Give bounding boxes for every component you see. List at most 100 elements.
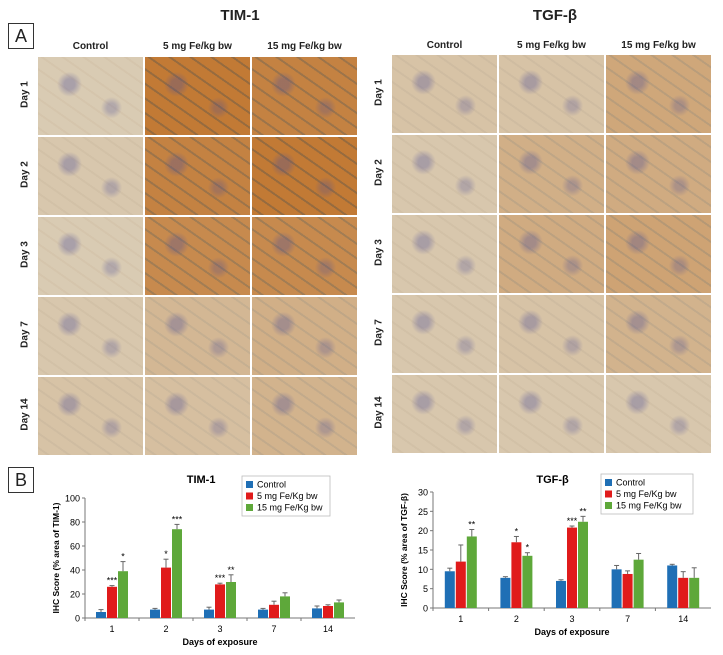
- y-tick-label: 80: [70, 518, 80, 528]
- bar: [466, 536, 477, 608]
- micrograph-tile: [37, 216, 144, 296]
- row-header: Day 3: [19, 241, 31, 268]
- legend-swatch: [605, 502, 612, 509]
- column-header: 15 mg Fe/kg bw: [621, 40, 696, 51]
- micrograph-tile: [144, 56, 251, 136]
- bar: [226, 582, 236, 618]
- significance-label: *: [515, 526, 519, 536]
- bar: [633, 559, 644, 608]
- x-tick-label: 7: [625, 614, 630, 624]
- micrograph-tile: [251, 376, 358, 456]
- significance-label: *: [164, 549, 168, 559]
- micrograph-tile: [605, 294, 712, 374]
- x-tick-label: 7: [271, 624, 276, 634]
- y-tick-label: 15: [418, 546, 428, 556]
- bar: [622, 573, 633, 608]
- column-header: 5 mg Fe/kg bw: [517, 40, 586, 51]
- chart-title: TIM-1: [187, 474, 216, 486]
- bar: [280, 596, 290, 618]
- micrograph-tile: [37, 136, 144, 216]
- bar: [172, 529, 182, 618]
- bar: [444, 571, 455, 608]
- micrograph-tile: [391, 294, 498, 374]
- micrograph-tile: [605, 214, 712, 294]
- y-tick-label: 0: [423, 604, 428, 614]
- bar: [161, 567, 171, 618]
- bar: [204, 609, 214, 618]
- significance-label: ***: [567, 516, 578, 526]
- legend-label: 15 mg Fe/Kg bw: [616, 501, 682, 511]
- legend-label: 5 mg Fe/Kg bw: [257, 491, 318, 501]
- row-header: Day 1: [19, 81, 31, 108]
- micrograph-tile: [144, 376, 251, 456]
- bar: [118, 571, 128, 618]
- micrograph-tile: [251, 216, 358, 296]
- x-tick-label: 14: [678, 614, 688, 624]
- row-header: Day 2: [19, 161, 31, 188]
- y-tick-label: 30: [418, 488, 428, 498]
- micrograph-tile: [251, 136, 358, 216]
- column-header: Control: [426, 40, 463, 51]
- bar: [150, 609, 160, 618]
- tim1-bar-chart: TIM-1 0 20 40 60 80 100 IHC Score (% area of TI…: [51, 474, 355, 647]
- column-header: Control: [72, 41, 109, 52]
- significance-label: **: [227, 565, 235, 575]
- bar: [455, 561, 466, 608]
- micrograph-tile: [37, 56, 144, 136]
- row-header: Day 2: [373, 159, 385, 186]
- micrograph-tile: [391, 214, 498, 294]
- tgfb-bar-chart: TGF-β 0 5 10 15 20 25 30 IHC Score (% area of TG…: [399, 473, 711, 637]
- legend-box: [600, 473, 694, 515]
- micrograph-tile: [498, 214, 605, 294]
- bar: [689, 577, 700, 608]
- x-tick-label: 3: [217, 624, 222, 634]
- micrograph-tile: [37, 296, 144, 376]
- legend-swatch: [605, 479, 612, 486]
- micrograph-tile: [498, 134, 605, 214]
- bar: [567, 527, 577, 608]
- micrograph-tile: [498, 294, 605, 374]
- micrograph-tile: [605, 54, 712, 134]
- y-tick-label: 25: [418, 507, 428, 517]
- micrograph-tile: [391, 54, 498, 134]
- bar: [511, 542, 522, 608]
- y-tick-label: 100: [65, 494, 80, 504]
- column-header: 15 mg Fe/kg bw: [267, 41, 342, 52]
- row-header: Day 1: [373, 79, 385, 106]
- bar: [667, 565, 678, 608]
- micrograph-tile: [605, 374, 712, 454]
- bar: [678, 577, 689, 608]
- micrograph-tile: [251, 296, 358, 376]
- bar: [500, 577, 511, 608]
- y-tick-label: 40: [70, 566, 80, 576]
- significance-label: ***: [107, 576, 118, 586]
- y-tick-label: 20: [70, 590, 80, 600]
- column-header: 5 mg Fe/kg bw: [163, 41, 232, 52]
- bar: [556, 580, 566, 608]
- x-axis-label: Days of exposure: [182, 637, 257, 647]
- bar: [107, 586, 117, 618]
- legend-swatch: [246, 481, 253, 488]
- significance-label: ***: [172, 514, 183, 524]
- legend-swatch: [605, 490, 612, 498]
- micrograph-tile: [144, 296, 251, 376]
- x-tick-label: 1: [458, 614, 463, 624]
- x-tick-label: 14: [323, 624, 333, 634]
- y-tick-label: 10: [418, 565, 428, 575]
- chart-title: TGF-β: [536, 474, 569, 486]
- bar: [96, 612, 106, 618]
- bar: [522, 555, 533, 608]
- bar: [269, 604, 279, 618]
- left-grid-title: TIM-1: [220, 7, 260, 24]
- row-header: Day 14: [19, 398, 31, 431]
- panel-a-label: A: [8, 23, 34, 49]
- micrograph-tile: [144, 216, 251, 296]
- right-grid-title: TGF-β: [532, 7, 578, 24]
- bar: [323, 606, 333, 618]
- significance-label: ***: [215, 573, 226, 583]
- significance-label: **: [468, 520, 476, 530]
- y-tick-label: 5: [423, 584, 428, 594]
- legend-label: Control: [257, 480, 286, 490]
